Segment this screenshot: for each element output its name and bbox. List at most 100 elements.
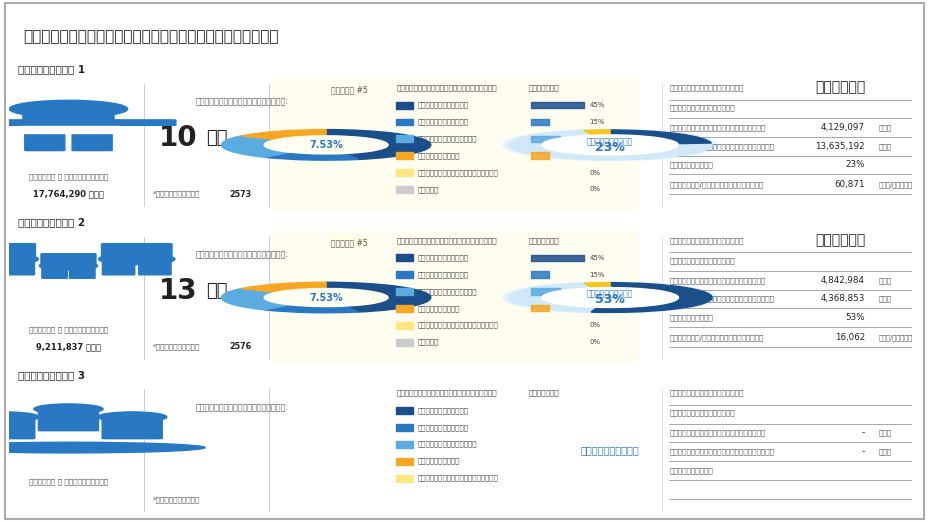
Bar: [396, 254, 412, 262]
Text: มูลค่าที่วางแผนไว้แล้ว: มูลค่าที่วางแผนไว้แล้ว: [668, 277, 765, 283]
Text: อื่นๆ: อื่นๆ: [418, 339, 439, 345]
FancyBboxPatch shape: [70, 267, 95, 278]
Text: วางแผนแล้ว: วางแผนแล้ว: [580, 445, 638, 455]
Text: มูลค่า ณ ปีเป้าหมาย: มูลค่า ณ ปีเป้าหมาย: [29, 326, 108, 333]
FancyBboxPatch shape: [101, 244, 172, 262]
Text: 7.53%: 7.53%: [309, 140, 342, 150]
Bar: [396, 169, 412, 176]
Text: บาท: บาท: [878, 448, 891, 455]
Text: 45%: 45%: [588, 102, 604, 108]
Text: บุตรคนที่ 2: บุตรคนที่ 2: [19, 217, 85, 227]
Text: ระยะเวลาสู่เป้าหมาย:: ระยะเวลาสู่เป้าหมาย:: [196, 251, 289, 259]
Text: มูลค่าที่วางแผนไว้แล้ว: มูลค่าที่วางแผนไว้แล้ว: [668, 124, 765, 131]
Text: 7.53%: 7.53%: [309, 292, 342, 303]
Text: มูลค่า ณ ปีเป้าหมาย: มูลค่า ณ ปีเป้าหมาย: [29, 479, 108, 485]
Text: 13: 13: [159, 277, 197, 305]
Bar: [531, 255, 583, 261]
Bar: [273, 78, 637, 211]
Text: 2576: 2576: [229, 342, 251, 351]
Text: 25%: 25%: [588, 289, 604, 294]
FancyBboxPatch shape: [25, 130, 65, 151]
Text: 53%: 53%: [844, 313, 864, 322]
FancyBboxPatch shape: [102, 261, 135, 275]
Text: 15%: 15%: [588, 271, 604, 278]
Text: จำเป็น: จำเป็น: [814, 81, 864, 94]
Text: บาท: บาท: [878, 277, 891, 283]
FancyBboxPatch shape: [23, 111, 114, 131]
Text: หุ้นต่างประเทศ: หุ้นต่างประเทศ: [418, 135, 477, 142]
Text: เป้าหมายเพื่อทุนการศึกษาบุตร: เป้าหมายเพื่อทุนการศึกษาบุตร: [23, 29, 278, 44]
Text: 15%: 15%: [588, 119, 604, 125]
Text: หุ้นขนาดใหญ่: หุ้นขนาดใหญ่: [418, 407, 469, 413]
Text: 60,871: 60,871: [833, 180, 864, 189]
Bar: [396, 474, 412, 481]
Text: วางแผนแล้ว: วางแผนแล้ว: [668, 161, 713, 168]
Text: พอร์ต #5: พอร์ต #5: [330, 239, 367, 247]
Text: 4,129,097: 4,129,097: [820, 123, 864, 132]
Bar: [396, 271, 412, 278]
Text: เงินสดหรือเทียบเท่า: เงินสดหรือเทียบเท่า: [418, 322, 498, 328]
Text: 0%: 0%: [588, 170, 599, 175]
FancyBboxPatch shape: [102, 419, 162, 438]
Bar: [531, 305, 548, 312]
Text: ตราสารหนี้: ตราสารหนี้: [418, 458, 460, 465]
Text: บาท: บาท: [878, 430, 891, 436]
Circle shape: [502, 129, 716, 161]
Wedge shape: [221, 136, 290, 157]
Bar: [396, 407, 412, 414]
FancyBboxPatch shape: [38, 411, 98, 431]
Text: -: -: [861, 447, 864, 456]
Wedge shape: [326, 282, 431, 312]
FancyBboxPatch shape: [42, 267, 68, 278]
Text: บาท: บาท: [878, 143, 891, 149]
Text: วางแผนแล้ว: วางแผนแล้ว: [586, 290, 633, 299]
Text: *ปีเป้าหมาย: *ปีเป้าหมาย: [153, 343, 200, 350]
FancyBboxPatch shape: [138, 261, 171, 275]
Text: สัดส่วนการลงทุนที่แนะนำ: สัดส่วนการลงทุนที่แนะนำ: [396, 390, 496, 396]
Text: อื่นๆ: อื่นๆ: [418, 186, 439, 193]
Bar: [396, 458, 412, 465]
Text: ต้องออม/ลงทุนเพิ่มเติม: ต้องออม/ลงทุนเพิ่มเติม: [668, 182, 763, 188]
Bar: [396, 102, 412, 109]
Wedge shape: [264, 305, 358, 313]
Text: 15%: 15%: [588, 152, 604, 159]
Wedge shape: [610, 130, 711, 144]
Text: 0%: 0%: [588, 186, 599, 193]
Circle shape: [0, 254, 38, 265]
Wedge shape: [241, 282, 326, 292]
Text: 17,764,290 บาท: 17,764,290 บาท: [33, 189, 104, 198]
Bar: [396, 186, 412, 193]
Text: สัดส่วนการลงทุนที่แนะนำ: สัดส่วนการลงทุนที่แนะนำ: [396, 237, 496, 244]
Circle shape: [39, 262, 97, 270]
Bar: [531, 271, 548, 278]
Circle shape: [33, 404, 103, 414]
Wedge shape: [583, 130, 610, 135]
Circle shape: [264, 136, 388, 154]
Text: ประเภทของเป้าหมาย: ประเภทของเป้าหมาย: [668, 390, 743, 396]
Text: 25%: 25%: [588, 136, 604, 142]
Text: บาท/เดือน: บาท/เดือน: [878, 334, 912, 341]
Text: มูลค่าส่วนต่างที่ขาดอยู่: มูลค่าส่วนต่างที่ขาดอยู่: [668, 448, 774, 455]
Text: อันดับความสำคัญ: อันดับความสำคัญ: [668, 104, 734, 111]
Text: 2573: 2573: [229, 189, 251, 198]
Text: อันดับความสำคัญ: อันดับความสำคัญ: [668, 257, 734, 264]
Text: บาท: บาท: [878, 124, 891, 131]
Text: บาท: บาท: [878, 295, 891, 302]
Ellipse shape: [0, 442, 205, 453]
Text: หุ้นขนาดใหญ่: หุ้นขนาดใหญ่: [418, 254, 469, 261]
Text: 53%: 53%: [595, 293, 625, 306]
Bar: [396, 441, 412, 448]
Text: อันดับความสำคัญ: อันดับความสำคัญ: [668, 410, 734, 417]
Text: สัดส่วน: สัดส่วน: [528, 85, 559, 91]
Text: หุ้นขนาดเล็ก: หุ้นขนาดเล็ก: [418, 271, 469, 278]
Text: มูลค่า ณ ปีเป้าหมาย: มูลค่า ณ ปีเป้าหมาย: [29, 173, 108, 180]
Text: สัดส่วน: สัดส่วน: [528, 237, 559, 244]
Text: มูลค่าส่วนต่างที่ขาดอยู่: มูลค่าส่วนต่างที่ขาดอยู่: [668, 143, 774, 149]
Text: 45%: 45%: [588, 255, 604, 261]
Text: มูลค่าที่วางแผนไว้แล้ว: มูลค่าที่วางแผนไว้แล้ว: [668, 430, 765, 436]
Wedge shape: [508, 130, 712, 160]
Text: 10: 10: [159, 124, 197, 152]
Bar: [531, 118, 548, 125]
Text: หุ้นขนาดเล็ก: หุ้นขนาดเล็ก: [418, 424, 469, 431]
Text: -: -: [861, 429, 864, 437]
